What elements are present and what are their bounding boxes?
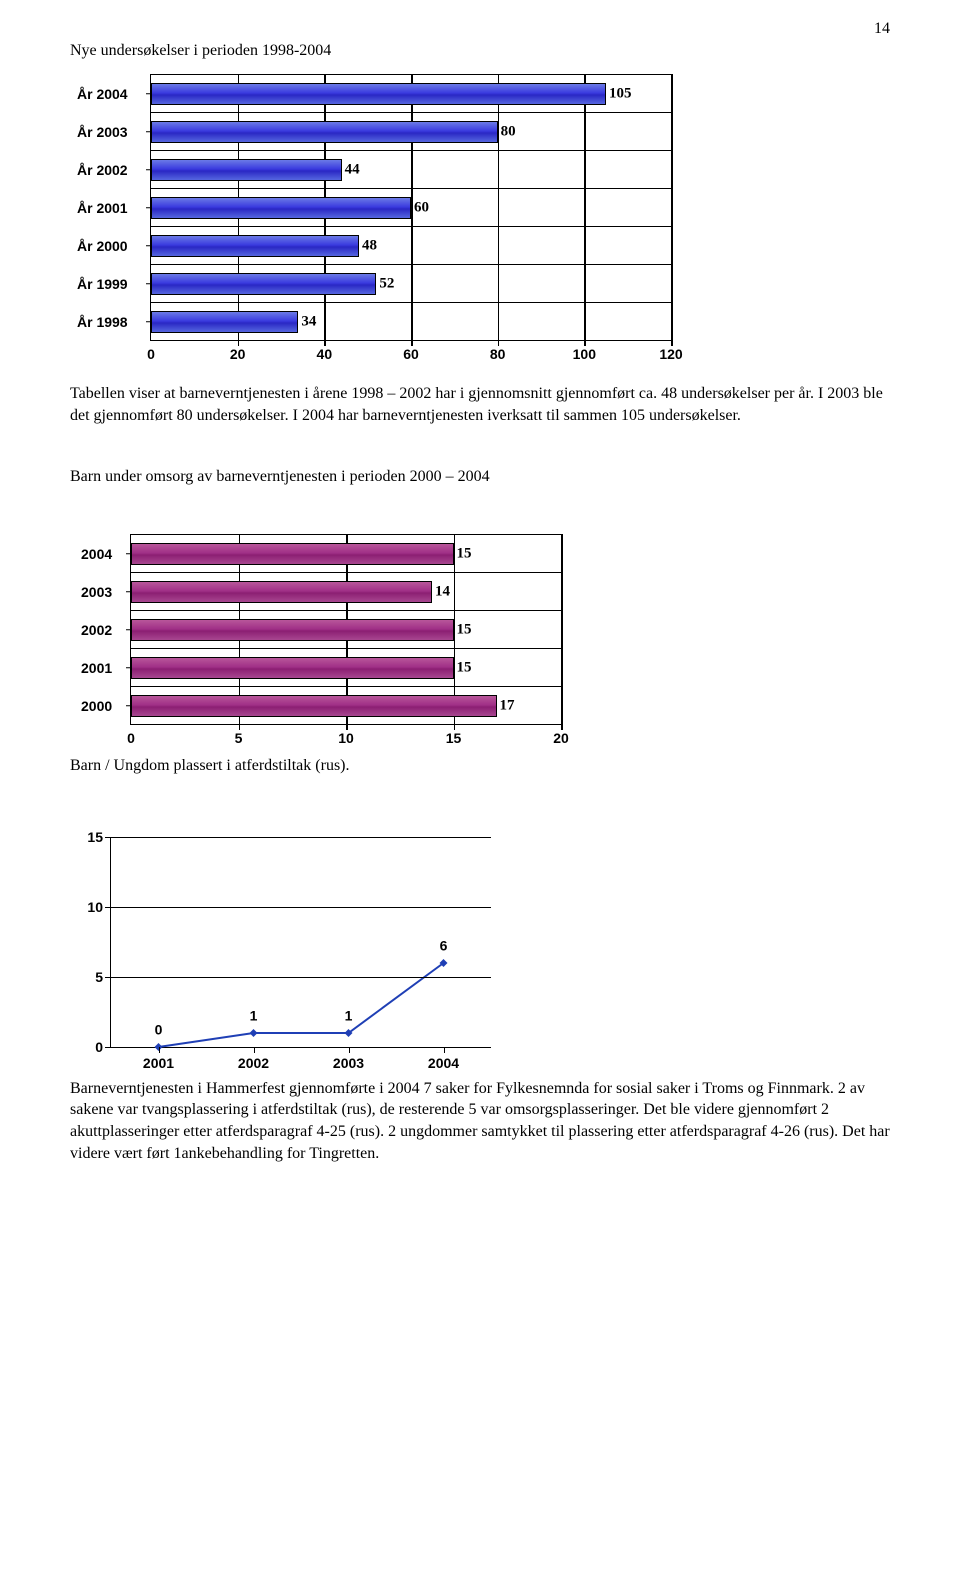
chart-ylabel: År 2002 [77, 162, 147, 178]
chart-xtick [349, 1047, 351, 1053]
chart-ylabel: År 1998 [77, 314, 147, 330]
chart-xtick-label: 5 [235, 730, 243, 746]
chart-point-label: 1 [345, 1007, 353, 1023]
chart-gridline [671, 74, 673, 346]
chart-ylabel: 5 [79, 969, 103, 985]
chart-row: År 2004105 [151, 74, 671, 112]
chart3-plot: 05101520012002200320040116 [110, 837, 491, 1048]
chart-ytick [105, 837, 111, 839]
chart-row: År 199834 [151, 302, 671, 340]
chart-bar: 14 [131, 581, 432, 603]
chart-xtick-label: 80 [490, 346, 506, 362]
chart-ytick [105, 907, 111, 909]
chart-ylabel: 2000 [81, 698, 127, 714]
chart-xtick-label: 20 [553, 730, 569, 746]
chart-line [159, 963, 444, 1047]
chart-row: År 200244 [151, 150, 671, 188]
chart-row: År 200048 [151, 226, 671, 264]
chart-xtick-label: 60 [403, 346, 419, 362]
chart3-title: Barn / Ungdom plassert i atferdstiltak (… [70, 755, 890, 777]
chart2-title: Barn under omsorg av barneverntjenesten … [70, 468, 890, 486]
chart-gridline [111, 907, 491, 909]
chart-bar-value: 17 [500, 697, 515, 714]
chart-xlabel: 2002 [238, 1055, 269, 1071]
chart-row: 200017 [131, 686, 561, 724]
para3: Barneverntjenesten i Hammerfest gjennomf… [70, 1078, 890, 1164]
chart-row: År 200160 [151, 188, 671, 226]
chart-xtick-label: 40 [317, 346, 333, 362]
chart2-plot: 05101520200415200314200215200115200017 [130, 534, 561, 725]
chart-ylabel: 0 [79, 1039, 103, 1055]
chart-xlabel: 2004 [428, 1055, 459, 1071]
chart-ylabel: 2003 [81, 584, 127, 600]
chart-xtick-label: 120 [659, 346, 682, 362]
chart-xtick-label: 100 [573, 346, 596, 362]
chart-bar: 80 [151, 121, 498, 143]
chart-ylabel: 15 [79, 829, 103, 845]
para1: Tabellen viser at barneverntjenesten i å… [70, 383, 890, 426]
chart-xtick [254, 1047, 256, 1053]
chart-point-label: 6 [440, 937, 448, 953]
chart-bar-value: 34 [301, 313, 316, 330]
chart-gridline [561, 534, 563, 730]
chart-bar: 60 [151, 197, 411, 219]
chart-xlabel: 2003 [333, 1055, 364, 1071]
chart-ylabel: 2002 [81, 622, 127, 638]
chart-ytick [105, 977, 111, 979]
chart-xtick-label: 0 [127, 730, 135, 746]
chart-bar: 17 [131, 695, 497, 717]
chart-ylabel: År 2000 [77, 238, 147, 254]
chart-row: 200215 [131, 610, 561, 648]
chart-bar-value: 44 [345, 161, 360, 178]
chart-bar-value: 48 [362, 237, 377, 254]
chart-ytick [105, 1047, 111, 1049]
chart-ylabel: År 1999 [77, 276, 147, 292]
chart-ylabel: 2001 [81, 660, 127, 676]
chart1-title: Nye undersøkelser i perioden 1998-2004 [70, 42, 890, 60]
chart-point-label: 0 [155, 1021, 163, 1037]
chart-xtick [159, 1047, 161, 1053]
chart-ylabel: 2004 [81, 546, 127, 562]
chart-bar-value: 80 [501, 123, 516, 140]
chart-ylabel: År 2004 [77, 86, 147, 102]
chart-bar: 48 [151, 235, 359, 257]
chart-gridline [111, 977, 491, 979]
chart-bar: 15 [131, 657, 454, 679]
chart-point-label: 1 [250, 1007, 258, 1023]
chart-bar: 52 [151, 273, 376, 295]
chart1-plot: 020406080100120År 2004105År 200380År 200… [150, 74, 671, 341]
chart-bar: 34 [151, 311, 298, 333]
chart-bar-value: 15 [457, 545, 472, 562]
chart-xtick [444, 1047, 446, 1053]
chart-top-border [111, 837, 491, 839]
chart-bar: 105 [151, 83, 606, 105]
chart-ylabel: År 2001 [77, 200, 147, 216]
chart-bar-value: 52 [379, 275, 394, 292]
chart-row: 200115 [131, 648, 561, 686]
chart-ylabel: 10 [79, 899, 103, 915]
chart-bar-value: 60 [414, 199, 429, 216]
chart-row: 200415 [131, 534, 561, 572]
chart-xtick-label: 20 [230, 346, 246, 362]
chart-bar-value: 15 [457, 659, 472, 676]
chart-bar: 15 [131, 619, 454, 641]
chart-bar: 15 [131, 543, 454, 565]
chart-xtick-label: 15 [446, 730, 462, 746]
chart-bar-value: 105 [609, 85, 632, 102]
chart-bar-value: 15 [457, 621, 472, 638]
chart-row: 200314 [131, 572, 561, 610]
chart-bar-value: 14 [435, 583, 450, 600]
chart-xtick-label: 10 [338, 730, 354, 746]
chart-marker [250, 1029, 258, 1037]
chart-row: År 199952 [151, 264, 671, 302]
chart-ylabel: År 2003 [77, 124, 147, 140]
chart-bar: 44 [151, 159, 342, 181]
chart-row: År 200380 [151, 112, 671, 150]
page-number: 14 [70, 20, 890, 38]
chart-xlabel: 2001 [143, 1055, 174, 1071]
chart-xtick-label: 0 [147, 346, 155, 362]
